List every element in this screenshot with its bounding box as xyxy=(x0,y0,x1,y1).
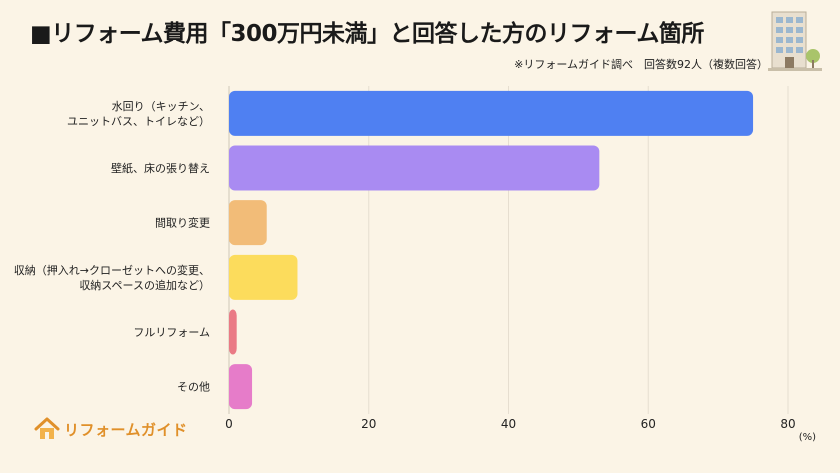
x-tick-label: 20 xyxy=(361,417,376,431)
x-axis-unit: (%) xyxy=(799,432,816,443)
x-tick-label: 40 xyxy=(501,417,516,431)
category-label: 収納スペースの追加など） xyxy=(79,278,210,292)
x-tick-label: 80 xyxy=(780,417,795,431)
category-label: フルリフォーム xyxy=(133,326,210,339)
category-label: その他 xyxy=(177,381,210,394)
x-tick-label: 60 xyxy=(641,417,656,431)
category-label: 水回り（キッチン、 xyxy=(112,100,210,113)
category-label: 収納（押入れ→クローゼットへの変更、 xyxy=(14,263,210,277)
logo-text: リフォームガイド xyxy=(64,420,188,439)
bar xyxy=(229,90,754,136)
category-label: 間取り変更 xyxy=(155,216,210,230)
category-label: ユニットバス、トイレなど） xyxy=(67,115,210,128)
bar xyxy=(229,309,237,355)
house-logo-icon xyxy=(34,417,60,439)
bar xyxy=(229,200,267,246)
reform-guide-logo: リフォームガイド xyxy=(34,417,188,441)
category-label: 壁紙、床の張り替え xyxy=(111,161,210,175)
bar xyxy=(229,254,298,300)
apartment-building-icon xyxy=(768,10,822,76)
bar xyxy=(229,364,253,410)
chart-title: ■リフォーム費用「300万円未満」と回答した方のリフォーム箇所 xyxy=(30,21,704,47)
x-tick-label: 0 xyxy=(225,417,233,431)
bar xyxy=(229,145,600,191)
source-note: ※リフォームガイド調べ 回答数92人（複数回答） xyxy=(514,58,768,71)
